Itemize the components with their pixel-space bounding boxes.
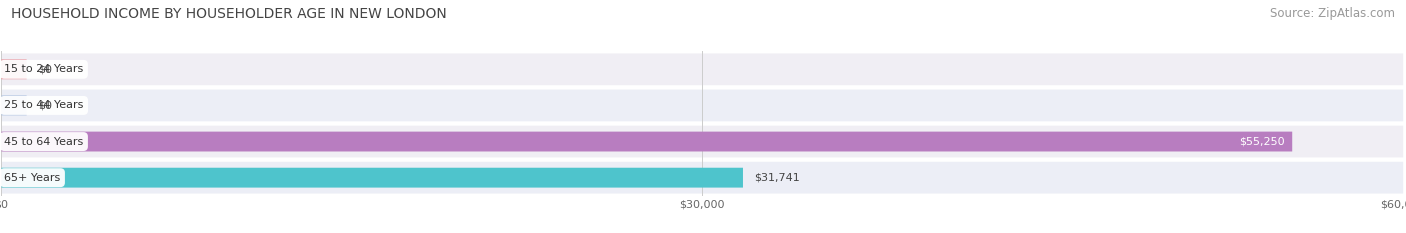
FancyBboxPatch shape: [1, 168, 742, 188]
FancyBboxPatch shape: [1, 162, 1403, 194]
FancyBboxPatch shape: [1, 96, 27, 115]
Text: HOUSEHOLD INCOME BY HOUSEHOLDER AGE IN NEW LONDON: HOUSEHOLD INCOME BY HOUSEHOLDER AGE IN N…: [11, 7, 447, 21]
Text: 65+ Years: 65+ Years: [4, 173, 60, 183]
Text: 45 to 64 Years: 45 to 64 Years: [4, 137, 83, 147]
Text: $0: $0: [38, 100, 52, 110]
Text: Source: ZipAtlas.com: Source: ZipAtlas.com: [1270, 7, 1395, 20]
FancyBboxPatch shape: [1, 89, 1403, 121]
FancyBboxPatch shape: [1, 132, 1292, 151]
Text: $55,250: $55,250: [1240, 137, 1285, 147]
Text: 15 to 24 Years: 15 to 24 Years: [4, 64, 83, 74]
Text: $31,741: $31,741: [754, 173, 800, 183]
Text: 25 to 44 Years: 25 to 44 Years: [4, 100, 83, 110]
FancyBboxPatch shape: [1, 59, 27, 79]
Text: $0: $0: [38, 64, 52, 74]
FancyBboxPatch shape: [1, 53, 1403, 85]
FancyBboxPatch shape: [1, 126, 1403, 158]
